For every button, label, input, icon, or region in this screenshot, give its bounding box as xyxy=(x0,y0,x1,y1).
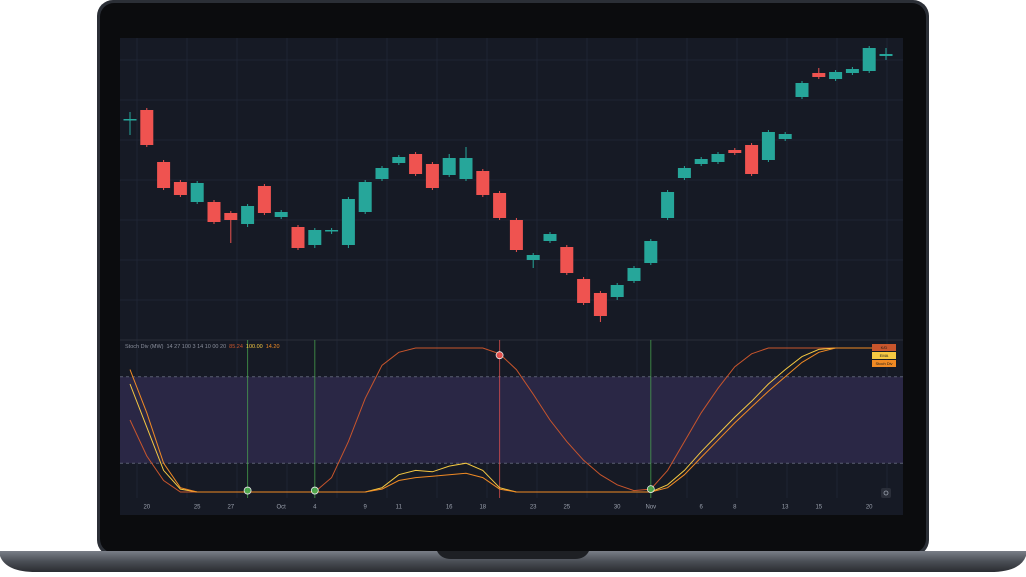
signal-dot xyxy=(495,351,504,360)
candle-body xyxy=(812,73,826,77)
legend-swatch xyxy=(872,360,896,367)
x-tick-label: 20 xyxy=(866,505,873,511)
x-tick-label: 15 xyxy=(815,505,822,511)
candle-body xyxy=(728,150,742,153)
candle-body xyxy=(829,72,843,79)
candle-body xyxy=(476,171,490,195)
x-tick-label: 9 xyxy=(364,505,368,511)
candle-body xyxy=(358,182,372,212)
overbought-band xyxy=(120,376,903,464)
candle-body xyxy=(677,168,691,178)
candle-body xyxy=(241,206,255,224)
x-tick-label: 13 xyxy=(782,505,789,511)
x-tick-label: 16 xyxy=(446,505,453,511)
candle-body xyxy=(644,241,658,263)
legend-swatch xyxy=(872,344,896,351)
x-tick-label: 27 xyxy=(227,505,234,511)
legend-text: 14 27 100 3 14 10 00 20 xyxy=(167,344,227,350)
candle-body xyxy=(661,192,675,218)
candle-body xyxy=(341,199,355,245)
candle-body xyxy=(207,202,221,222)
candle-body xyxy=(879,54,893,56)
candle-body xyxy=(425,164,439,188)
x-tick-label: 25 xyxy=(194,505,201,511)
candle-body xyxy=(459,158,473,179)
x-tick-label: 11 xyxy=(396,505,403,511)
signal-dot xyxy=(243,486,252,495)
x-tick-label: 20 xyxy=(143,505,150,511)
x-tick-label: 4 xyxy=(313,505,317,511)
candle-body xyxy=(140,110,154,145)
candle-body xyxy=(745,145,759,174)
x-tick-label: Oct xyxy=(277,505,287,511)
candle-body xyxy=(593,293,607,316)
legend-label: Stoch Div xyxy=(875,361,892,366)
x-tick-label: Nov xyxy=(645,505,656,511)
candle-body xyxy=(257,186,271,213)
x-tick-label: 8 xyxy=(733,505,737,511)
x-tick-label: 23 xyxy=(530,505,537,511)
candle-body xyxy=(795,83,809,97)
candle-body xyxy=(577,279,591,303)
candle-body xyxy=(610,285,624,297)
candle-body xyxy=(173,182,187,195)
x-tick-label: 25 xyxy=(563,505,570,511)
candle-body xyxy=(493,193,507,218)
candle-body xyxy=(761,132,775,160)
legend-label: K/D xyxy=(881,345,888,350)
candle-body xyxy=(509,220,523,250)
legend-label: EMA xyxy=(880,353,889,358)
candle-body xyxy=(392,157,406,163)
candle-body xyxy=(190,183,204,202)
x-tick-label: 6 xyxy=(700,505,704,511)
candle-body xyxy=(778,134,792,139)
candle-body xyxy=(325,230,339,232)
chart: Stoch Div (MW) 14 27 100 3 14 10 00 20 85.… xyxy=(120,38,903,511)
legend-text: 100.00 xyxy=(246,344,263,350)
candle-body xyxy=(308,230,322,245)
candle-body xyxy=(409,154,423,174)
signal-dot xyxy=(310,486,319,495)
x-tick-label: 30 xyxy=(614,505,621,511)
candle-body xyxy=(442,158,456,175)
indicator-line xyxy=(129,347,886,493)
legend-text: 14.20 xyxy=(266,344,280,350)
laptop-base xyxy=(0,551,1026,572)
candle-body xyxy=(526,255,540,260)
candle-body xyxy=(543,234,557,241)
settings-button xyxy=(881,488,891,498)
legend-text: Stoch Div (MW) xyxy=(125,344,164,350)
candle-body xyxy=(862,48,876,71)
candle-body xyxy=(694,159,708,164)
legend-text: 85.24 xyxy=(229,344,243,350)
x-tick-label: 18 xyxy=(479,505,486,511)
laptop-notch xyxy=(437,551,589,559)
candle-body xyxy=(291,227,305,248)
signal-dot xyxy=(646,485,655,494)
legend-swatch xyxy=(872,352,896,359)
candle-body xyxy=(627,268,641,281)
settings-icon xyxy=(883,490,889,496)
candle-body xyxy=(274,212,288,217)
candle-body xyxy=(224,213,238,220)
indicator-legend: Stoch Div (MW) 14 27 100 3 14 10 00 20 85.… xyxy=(125,344,280,350)
candle-body xyxy=(560,247,574,273)
candle-body xyxy=(157,162,171,188)
candle-body xyxy=(845,69,859,73)
candle-body xyxy=(375,168,389,179)
candle-body xyxy=(711,154,725,162)
candle-body xyxy=(123,119,137,121)
